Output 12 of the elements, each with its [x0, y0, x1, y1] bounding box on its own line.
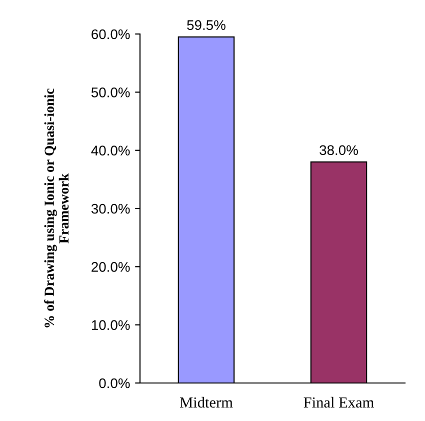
y-tick-label: 60.0%	[92, 29, 130, 40]
y-tick-label: 40.0%	[91, 146, 130, 156]
y-tick-label: 10.0%	[92, 320, 130, 330]
data-label: 38.0%	[320, 145, 358, 156]
y-tick-label: 0.0%	[99, 378, 130, 388]
y-tick-label: 20.0%	[92, 262, 130, 272]
x-tick-label: Final Exam	[304, 396, 374, 408]
x-tick-label: Midterm	[180, 396, 233, 408]
y-tick-label: 30.0%	[91, 204, 130, 214]
y-axis-title: % of Drawing using Ionic or Quasi-ionic Framework	[44, 88, 69, 328]
y-tick-label: 50.0%	[91, 88, 130, 98]
data-label: 59.5%	[187, 20, 226, 30]
